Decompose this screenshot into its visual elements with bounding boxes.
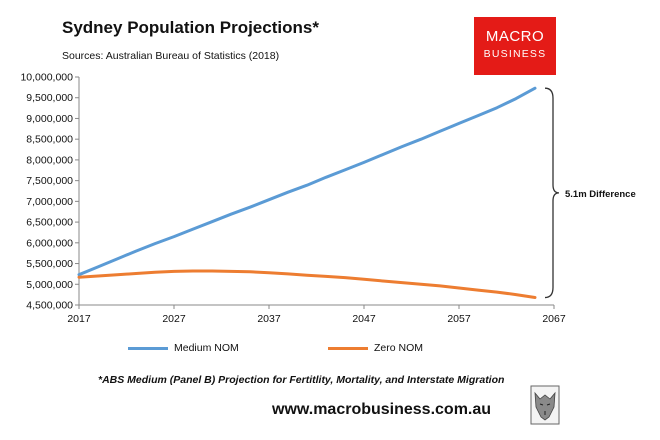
- x-tick-label: 2037: [257, 313, 281, 325]
- series-line-zero-nom: [77, 269, 537, 299]
- plot-area: [79, 77, 554, 305]
- logo-text-macro: MACRO: [485, 28, 545, 45]
- x-tick-label: 2067: [542, 313, 566, 325]
- x-tick-label: 2057: [447, 313, 471, 325]
- chart-source: Sources: Australian Bureau of Statistics…: [62, 50, 280, 62]
- series-line-medium-nom: [77, 86, 537, 277]
- x-tick-label: 2017: [67, 313, 91, 325]
- y-tick-label: 7,500,000: [26, 175, 73, 187]
- legend-label-zero-nom: Zero NOM: [374, 342, 424, 354]
- y-tick-label: 10,000,000: [20, 72, 73, 84]
- legend-label-medium-nom: Medium NOM: [174, 342, 239, 354]
- y-tick-label: 6,500,000: [26, 217, 73, 229]
- difference-annotation: 5.1m Difference: [565, 189, 636, 200]
- legend-swatch-medium-nom: [128, 346, 168, 350]
- y-tick-label: 6,000,000: [26, 237, 73, 249]
- legend-item-zero-nom: Zero NOM: [328, 342, 423, 354]
- website-url: www.macrobusiness.com.au: [272, 401, 492, 418]
- y-tick-label: 4,500,000: [26, 300, 73, 312]
- x-tick-label: 2047: [352, 313, 376, 325]
- legend-item-medium-nom: Medium NOM: [128, 342, 239, 354]
- macrobusiness-logo: MACRO BUSINESS: [474, 17, 556, 75]
- x-tick-label: 2027: [162, 313, 186, 325]
- y-tick-label: 7,000,000: [26, 196, 73, 208]
- logo-text-business: BUSINESS: [483, 48, 547, 60]
- chart-title: Sydney Population Projections*: [62, 18, 319, 37]
- y-tick-label: 8,500,000: [26, 134, 73, 146]
- y-tick-label: 8,000,000: [26, 154, 73, 166]
- footnote: *ABS Medium (Panel B) Projection for Fer…: [98, 374, 505, 386]
- y-tick-label: 9,000,000: [26, 113, 73, 125]
- y-tick-label: 5,500,000: [26, 258, 73, 270]
- wolf-logo-icon: [530, 385, 560, 425]
- y-tick-label: 9,500,000: [26, 92, 73, 104]
- legend-swatch-zero-nom: [328, 346, 368, 350]
- y-tick-label: 5,000,000: [26, 279, 73, 291]
- difference-brace: [544, 87, 560, 299]
